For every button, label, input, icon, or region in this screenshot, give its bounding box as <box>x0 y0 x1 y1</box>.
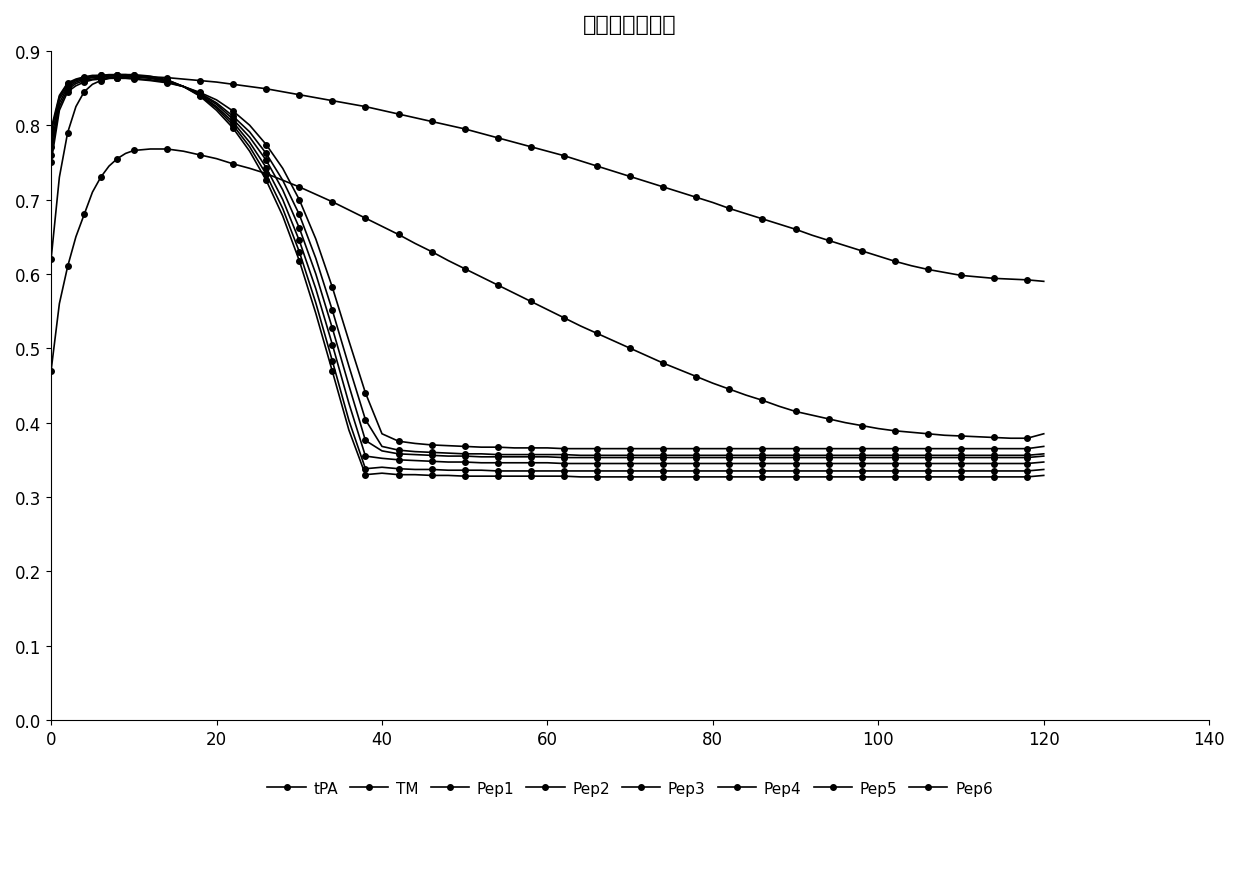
Pep3 <box>242 133 257 143</box>
Pep3 <box>43 143 58 154</box>
Pep4 <box>440 457 455 468</box>
Pep3 <box>309 269 324 280</box>
Pep6 <box>242 147 257 157</box>
Line: Pep6: Pep6 <box>48 73 1047 481</box>
Pep1 <box>557 444 572 454</box>
Pep5 <box>838 466 853 476</box>
Pep4 <box>43 136 58 146</box>
Pep2 <box>309 254 324 264</box>
Pep1 <box>102 74 117 84</box>
Pep1 <box>43 158 58 169</box>
Line: tPA: tPA <box>48 147 1047 441</box>
Pep2 <box>440 448 455 459</box>
Pep4 <box>86 72 100 83</box>
Pep5 <box>1037 465 1052 475</box>
Pep4 <box>102 71 117 82</box>
Pep6 <box>86 71 100 82</box>
tPA <box>821 415 836 425</box>
Pep1 <box>1037 441 1052 452</box>
TM <box>970 272 985 282</box>
Pep2 <box>573 451 588 461</box>
tPA <box>43 366 58 376</box>
Pep6 <box>43 124 58 135</box>
Pep3 <box>86 73 100 83</box>
Pep3 <box>1037 451 1052 461</box>
Pep6 <box>573 472 588 482</box>
Pep1 <box>838 444 853 454</box>
TM <box>440 121 455 131</box>
TM <box>242 83 257 93</box>
Pep3 <box>458 451 472 461</box>
Pep4 <box>838 459 853 469</box>
TM <box>118 72 133 83</box>
Pep5 <box>440 466 455 476</box>
Pep5 <box>110 70 125 81</box>
Pep3 <box>838 453 853 463</box>
Pep2 <box>86 75 100 85</box>
Pep6 <box>1037 471 1052 481</box>
Pep5 <box>43 129 58 139</box>
Legend: tPA, TM, Pep1, Pep2, Pep3, Pep4, Pep5, Pep6: tPA, TM, Pep1, Pep2, Pep3, Pep4, Pep5, P… <box>262 774 999 802</box>
Line: Pep4: Pep4 <box>48 74 1047 467</box>
Pep6 <box>309 308 324 319</box>
Pep5 <box>309 298 324 308</box>
Pep5 <box>242 143 257 153</box>
tPA <box>440 256 455 267</box>
Line: TM: TM <box>48 75 1047 285</box>
Pep6 <box>102 70 117 81</box>
Pep5 <box>490 466 505 476</box>
Line: Pep2: Pep2 <box>48 76 1047 459</box>
Pep2 <box>43 150 58 161</box>
Pep4 <box>309 284 324 295</box>
tPA <box>458 264 472 275</box>
Pep2 <box>1037 449 1052 460</box>
Pep6 <box>458 471 472 481</box>
TM <box>821 236 836 247</box>
Pep2 <box>458 449 472 460</box>
TM <box>43 255 58 265</box>
Line: Pep3: Pep3 <box>48 74 1047 461</box>
Pep3 <box>557 453 572 463</box>
Pep4 <box>1037 457 1052 468</box>
Pep2 <box>242 128 257 138</box>
Pep1 <box>86 76 100 86</box>
Line: Pep1: Pep1 <box>48 76 1047 452</box>
TM <box>1037 277 1052 288</box>
Pep4 <box>557 459 572 469</box>
tPA <box>86 188 100 198</box>
Pep3 <box>102 72 117 83</box>
Pep1 <box>440 441 455 451</box>
Title: 溶栓肽活性实验: 溶栓肽活性实验 <box>583 15 677 35</box>
Pep5 <box>86 72 100 83</box>
tPA <box>309 190 324 201</box>
tPA <box>143 144 157 155</box>
tPA <box>1037 429 1052 440</box>
Pep6 <box>440 471 455 481</box>
TM <box>309 93 324 103</box>
Pep1 <box>242 121 257 131</box>
Pep2 <box>838 451 853 461</box>
tPA <box>1003 434 1018 444</box>
Pep4 <box>458 457 472 468</box>
Pep5 <box>458 466 472 476</box>
Line: Pep5: Pep5 <box>48 73 1047 474</box>
tPA <box>242 164 257 175</box>
Pep1 <box>458 441 472 452</box>
Pep4 <box>242 138 257 149</box>
Pep6 <box>838 472 853 482</box>
Pep3 <box>440 451 455 461</box>
Pep2 <box>102 73 117 83</box>
Pep1 <box>309 235 324 245</box>
TM <box>86 80 100 90</box>
